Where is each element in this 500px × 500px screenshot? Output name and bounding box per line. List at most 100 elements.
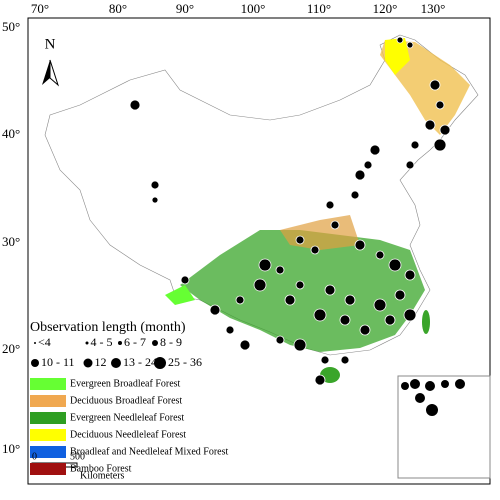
north-label: N [45, 36, 56, 52]
observation-site [314, 374, 326, 386]
evergreen-broadleaf-patch [165, 285, 195, 305]
inset-site [410, 379, 420, 389]
forest-swatch [30, 412, 66, 424]
size-class-label: 10 - 11 [41, 355, 75, 369]
observation-site [424, 119, 436, 131]
inset-site [455, 379, 465, 389]
latitude-label: 30° [2, 234, 20, 249]
observation-site [324, 284, 336, 296]
latitude-label: 20° [2, 341, 20, 356]
latitude-label: 40° [2, 126, 20, 141]
longitude-label: 110° [307, 1, 331, 16]
size-class-label: 25 - 36 [168, 355, 202, 369]
forest-label: Deciduous Broadleaf Forest [70, 395, 182, 406]
observation-site [275, 265, 285, 275]
observation-site [405, 160, 415, 170]
observation-site [320, 355, 330, 365]
observation-site [429, 79, 441, 91]
forest-label: Deciduous Needleleaf Forest [70, 429, 186, 440]
observation-site [209, 304, 221, 316]
observation-site [354, 239, 366, 251]
observation-site [384, 314, 396, 326]
inset-site [425, 381, 435, 391]
observation-site [354, 169, 366, 181]
observation-site [253, 278, 267, 292]
forest-swatch [30, 463, 66, 475]
forest-label: Evergreen Broadleaf Forest [70, 378, 181, 389]
observation-site [295, 235, 305, 245]
observation-site [403, 308, 417, 322]
inset-site [426, 404, 438, 416]
observation-site [344, 294, 356, 306]
observation-site [433, 138, 447, 152]
observation-site [339, 314, 351, 326]
size-class-label: 8 - 9 [160, 335, 182, 349]
size-symbol [85, 341, 89, 345]
observation-site [150, 180, 160, 190]
north-arrow: N [42, 36, 60, 87]
observation-site [313, 308, 327, 322]
observation-site [369, 144, 381, 156]
observation-site [225, 325, 235, 335]
forest-swatch [30, 378, 66, 390]
observation-site [258, 258, 272, 272]
observation-site [239, 339, 251, 351]
forest-label: Broadleaf and Needleleaf Mixed Forest [70, 446, 228, 457]
latitude-label: 10° [2, 441, 20, 456]
inset-site [441, 380, 449, 388]
size-symbol [34, 342, 36, 344]
southern-forest [180, 230, 425, 352]
observation-site [350, 190, 360, 200]
size-symbol [118, 341, 122, 345]
legend-title: Observation length (month) [30, 320, 186, 335]
scale-unit: Kilometers [80, 470, 125, 481]
observation-site [235, 295, 245, 305]
observation-site [180, 275, 190, 285]
inset-frame [397, 375, 491, 479]
forest-swatch [30, 395, 66, 407]
observation-site [435, 100, 445, 110]
observation-site [439, 124, 451, 136]
size-class-label: 6 - 7 [124, 335, 146, 349]
observation-site [129, 99, 141, 111]
size-class-label: <4 [38, 335, 51, 349]
observation-site [325, 200, 335, 210]
forest-label: Bamboo Forest [70, 463, 132, 474]
forest-label: Evergreen Needleleaf Forest [70, 412, 184, 423]
longitude-label: 120° [373, 1, 398, 16]
deciduous-needleleaf-patch [385, 38, 410, 75]
longitude-label: 130° [421, 1, 446, 16]
observation-site [388, 258, 402, 272]
size-symbol [83, 358, 93, 368]
observation-site [295, 280, 305, 290]
longitude-label: 90° [176, 1, 194, 16]
forest-swatch [30, 446, 66, 458]
observation-site [275, 335, 285, 345]
observation-site [151, 196, 159, 204]
size-class-label: 13 - 24 [123, 355, 157, 369]
observation-site [340, 355, 350, 365]
observation-site [284, 294, 296, 306]
observation-site [394, 289, 406, 301]
longitude-label: 70° [31, 1, 49, 16]
forest-swatch [30, 429, 66, 441]
inset-site [401, 382, 409, 390]
scale-label: 500 [70, 451, 85, 462]
size-symbol [154, 357, 166, 369]
taiwan [422, 310, 430, 334]
observation-site [359, 324, 371, 336]
observation-site [410, 140, 420, 150]
size-symbol [152, 340, 158, 346]
size-class-label: 12 [95, 355, 107, 369]
size-symbol [31, 359, 39, 367]
size-symbol [111, 358, 121, 368]
observation-site [293, 338, 307, 352]
size-class-label: 4 - 5 [91, 335, 113, 349]
latitude-label: 50° [2, 19, 20, 34]
observation-site [375, 250, 385, 260]
observation-site [373, 298, 387, 312]
longitude-label: 100° [241, 1, 266, 16]
inset-site [415, 393, 425, 403]
observation-site [310, 245, 320, 255]
